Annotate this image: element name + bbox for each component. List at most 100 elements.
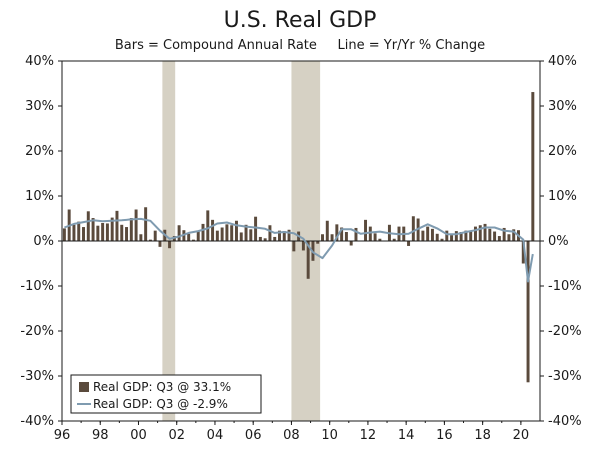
gdp-bar xyxy=(459,232,463,241)
gdp-bar xyxy=(349,241,353,246)
gdp-bar xyxy=(526,241,530,383)
gdp-bar xyxy=(335,224,339,241)
gdp-bar xyxy=(187,233,191,241)
gdp-bar xyxy=(225,224,229,241)
y-tick-label-left: 10% xyxy=(25,189,54,204)
gdp-bar xyxy=(354,227,358,241)
chart-legend: Real GDP: Q3 @ 33.1% Real GDP: Q3 @ -2.9… xyxy=(70,374,262,414)
gdp-bar xyxy=(316,241,320,244)
x-tick-label: 18 xyxy=(474,428,491,443)
gdp-bar xyxy=(301,241,305,251)
gdp-bar xyxy=(105,223,109,241)
gdp-bar xyxy=(340,227,344,241)
x-tick-label: 04 xyxy=(207,428,224,443)
gdp-bar xyxy=(411,216,415,241)
gdp-bar xyxy=(278,230,281,241)
gdp-bar xyxy=(206,210,210,241)
gdp-bar xyxy=(368,226,372,241)
gdp-bar xyxy=(488,228,492,241)
legend-box xyxy=(70,374,262,414)
gdp-bar xyxy=(110,217,114,241)
gdp-bar xyxy=(483,223,487,241)
gdp-bar xyxy=(364,219,368,241)
y-tick-label-right: 20% xyxy=(548,144,577,159)
gdp-bar xyxy=(230,225,234,241)
legend-label-line: Real GDP: Q3 @ -2.9% xyxy=(93,397,228,411)
gdp-bar xyxy=(62,228,66,241)
x-tick-label: 12 xyxy=(360,428,377,443)
gdp-bar xyxy=(211,219,215,241)
y-tick-label-right: -30% xyxy=(548,369,582,384)
gdp-bar xyxy=(512,229,516,241)
gdp-bar xyxy=(249,229,253,241)
y-tick-label-left: -30% xyxy=(20,369,54,384)
gdp-bar xyxy=(440,238,444,241)
gdp-bar xyxy=(497,236,501,241)
chart-subtitle: Bars = Compound Annual Rate Line = Yr/Yr… xyxy=(114,38,486,53)
gdp-bar xyxy=(263,238,267,241)
gdp-bar xyxy=(82,227,85,241)
gdp-bar xyxy=(325,220,329,241)
gdp-bar xyxy=(244,224,248,241)
gdp-bar xyxy=(168,241,172,249)
gdp-bar xyxy=(373,233,377,241)
gdp-bar xyxy=(445,230,449,241)
gdp-bar xyxy=(125,227,129,241)
gdp-bar xyxy=(191,239,195,241)
chart-title: U.S. Real GDP xyxy=(223,8,377,33)
y-tick-label-right: -40% xyxy=(548,414,582,429)
y-tick-label-right: -20% xyxy=(548,324,582,339)
gdp-bar xyxy=(507,234,511,241)
gdp-bar xyxy=(450,235,454,241)
gdp-bar xyxy=(473,226,477,241)
y-tick-label-right: -10% xyxy=(548,279,582,294)
yoy-change-line xyxy=(64,217,534,283)
gdp-bar xyxy=(234,220,238,241)
y-tick-label-right: 30% xyxy=(548,99,577,114)
gdp-bar xyxy=(96,225,100,241)
gdp-bar xyxy=(268,225,272,241)
gdp-bar xyxy=(77,221,81,241)
gdp-bar xyxy=(220,227,224,241)
gdp-bar xyxy=(144,207,148,241)
gdp-bar xyxy=(215,230,219,241)
gdp-bar xyxy=(158,241,162,247)
gdp-bar xyxy=(153,230,157,241)
x-tick-label: 10 xyxy=(321,428,338,443)
gdp-bar xyxy=(464,230,468,241)
x-tick-label: 00 xyxy=(130,428,147,443)
gdp-bar xyxy=(239,232,243,241)
gdp-bar xyxy=(306,241,310,279)
line-series-layer xyxy=(64,217,534,283)
x-tick-label: 14 xyxy=(398,428,415,443)
x-tick-label: 02 xyxy=(168,428,185,443)
gdp-bar xyxy=(258,236,262,241)
gdp-bar xyxy=(454,231,458,241)
y-tick-label-left: 30% xyxy=(25,99,54,114)
gdp-bar xyxy=(148,239,152,241)
gdp-bar xyxy=(502,227,506,241)
y-tick-label-right: 40% xyxy=(548,54,577,69)
gdp-bar xyxy=(91,218,95,241)
gdp-bar xyxy=(120,224,124,241)
x-tick-label: 98 xyxy=(92,428,109,443)
gdp-bar xyxy=(321,234,324,241)
gdp-bar xyxy=(282,231,286,241)
gdp-bar xyxy=(273,236,277,241)
gdp-bar xyxy=(72,224,76,241)
y-tick-label-left: 20% xyxy=(25,144,54,159)
gdp-bar xyxy=(521,241,525,264)
legend-bar-swatch xyxy=(79,382,89,392)
gdp-bar xyxy=(430,228,434,241)
y-tick-label-right: 0% xyxy=(548,234,569,249)
gdp-bar xyxy=(129,218,133,241)
axis-layer: 40% 40% 30% 30% 20% 20% 10% 10% 0% 0% -10% -10% -20%… xyxy=(20,54,581,443)
x-tick-label: 16 xyxy=(436,428,453,443)
gdp-bar xyxy=(292,241,296,252)
x-tick-label: 06 xyxy=(245,428,262,443)
gdp-bar xyxy=(254,216,258,241)
y-tick-label-left: 0% xyxy=(33,234,54,249)
x-tick-label: 08 xyxy=(283,428,300,443)
gdp-bar xyxy=(392,238,396,241)
